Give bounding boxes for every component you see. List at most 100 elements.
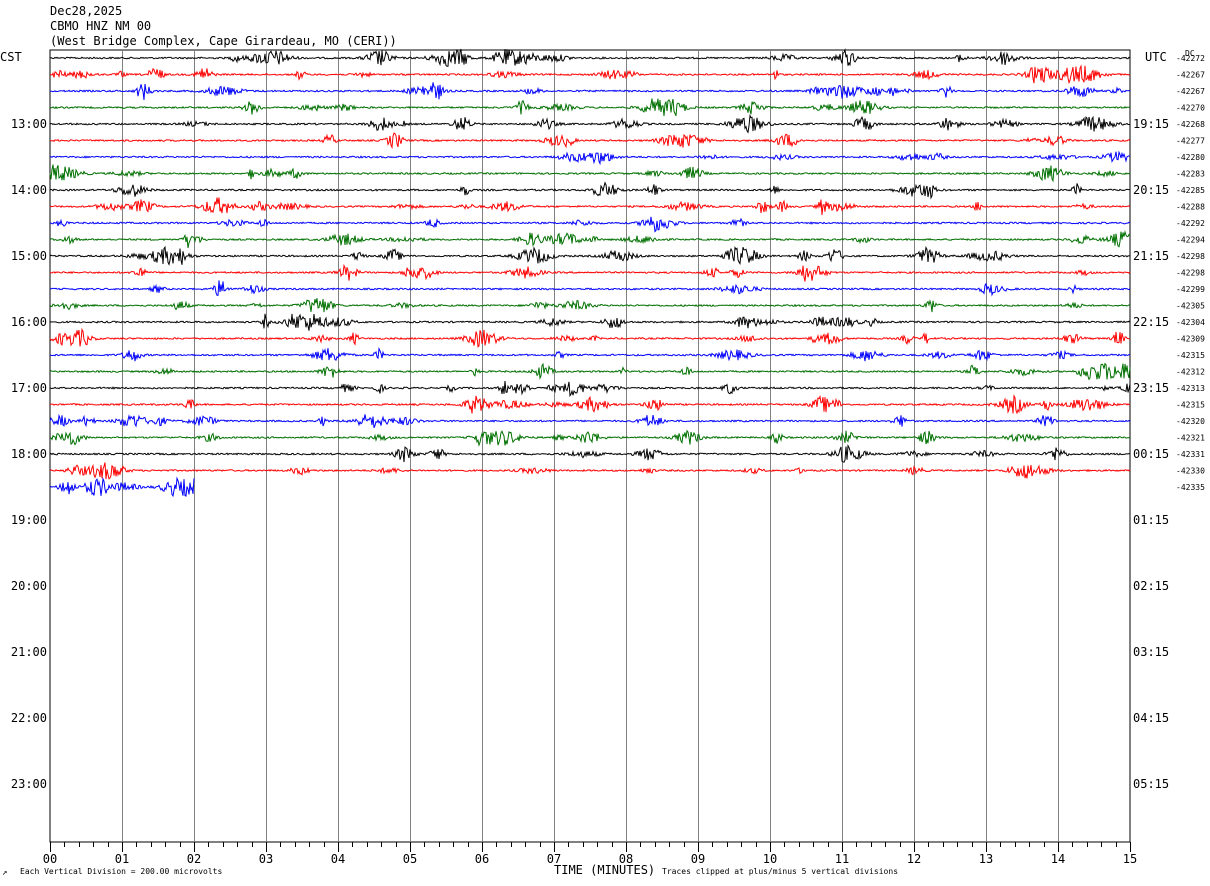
- seismic-trace-row-16: [49, 313, 1131, 331]
- header-station: CBMO HNZ NM 00: [50, 19, 152, 33]
- utc-hour-label: 21:15: [1133, 249, 1169, 263]
- dc-offset-label: -42270: [1176, 104, 1205, 113]
- seismic-trace-row-4: [49, 113, 1130, 134]
- corner-arrow-icon: ↗: [2, 868, 8, 878]
- dc-offset-label: -42315: [1176, 351, 1205, 360]
- seismic-trace-row-21: [49, 394, 1131, 415]
- x-tick-label: 08: [619, 852, 633, 866]
- dc-offset-label: -42331: [1176, 450, 1205, 459]
- seismic-trace-row-9: [49, 197, 1131, 216]
- dc-offset-label: -42330: [1176, 467, 1205, 476]
- seismic-trace-row-5: [49, 132, 1131, 150]
- seismic-trace-row-15: [49, 298, 1131, 313]
- dc-offset-label: -42312: [1176, 368, 1205, 377]
- x-tick-label: 09: [691, 852, 705, 866]
- dc-offset-label: -42283: [1176, 170, 1205, 179]
- seismic-trace-row-17: [49, 327, 1131, 348]
- dc-offset-label: -42313: [1176, 384, 1205, 393]
- x-tick-label: 14: [1051, 852, 1065, 866]
- utc-hour-label: 03:15: [1133, 645, 1169, 659]
- scale-note: Each Vertical Division = 200.00 microvol…: [20, 867, 223, 876]
- clip-note: Traces clipped at plus/minus 5 vertical …: [662, 867, 899, 876]
- seismic-trace-row-0: [49, 48, 1131, 67]
- dc-offset-label: -42304: [1176, 318, 1205, 327]
- utc-hour-label: 23:15: [1133, 381, 1169, 395]
- utc-hour-label: 04:15: [1133, 711, 1169, 725]
- dc-offset-label: -42298: [1176, 269, 1205, 278]
- dc-offset-label: -42280: [1176, 153, 1205, 162]
- cst-hour-label: 22:00: [11, 711, 47, 725]
- seismic-trace-row-22: [49, 413, 1131, 428]
- dc-offset-label: -42320: [1176, 417, 1205, 426]
- dc-offset-label: -42292: [1176, 219, 1205, 228]
- utc-hour-label: 20:15: [1133, 183, 1169, 197]
- seismic-trace-row-8: [49, 181, 1131, 200]
- utc-hour-label: 00:15: [1133, 447, 1169, 461]
- cst-hour-label: 17:00: [11, 381, 47, 395]
- x-tick-label: 07: [547, 852, 561, 866]
- x-tick-label: 12: [907, 852, 921, 866]
- dc-offset-label: -42285: [1176, 186, 1205, 195]
- cst-hour-label: 21:00: [11, 645, 47, 659]
- x-tick-label: 05: [403, 852, 417, 866]
- dc-offset-label: -42321: [1176, 434, 1205, 443]
- x-tick-label: 04: [331, 852, 345, 866]
- dc-offset-label: -42294: [1176, 236, 1205, 245]
- dc-offset-label: -42335: [1176, 483, 1205, 492]
- cst-hour-label: 16:00: [11, 315, 47, 329]
- cst-hour-label: 14:00: [11, 183, 47, 197]
- x-tick-label: 01: [115, 852, 129, 866]
- dc-offset-label: -42288: [1176, 203, 1205, 212]
- seismic-trace-row-1: [49, 64, 1131, 85]
- dc-offset-label: -42309: [1176, 335, 1205, 344]
- seismic-trace-row-14: [49, 280, 1131, 297]
- seismic-trace-row-18: [49, 346, 1131, 362]
- seismic-trace-row-10: [49, 216, 1131, 233]
- dc-label: DC: [1185, 49, 1195, 58]
- cst-hour-label: 23:00: [11, 777, 47, 791]
- x-tick-label: 00: [43, 852, 57, 866]
- cst-hour-label: 15:00: [11, 249, 47, 263]
- cst-hour-label: 19:00: [11, 513, 47, 527]
- x-tick-label: 02: [187, 852, 201, 866]
- utc-hour-label: 02:15: [1133, 579, 1169, 593]
- dc-offset-label: -42277: [1176, 137, 1205, 146]
- cst-hour-label: 18:00: [11, 447, 47, 461]
- x-tick-label: 06: [475, 852, 489, 866]
- seismic-trace-row-11: [49, 230, 1131, 249]
- seismic-trace-row-13: [49, 263, 1131, 282]
- dc-offset-label: -42298: [1176, 252, 1205, 261]
- seismic-trace-row-26: [49, 476, 195, 498]
- utc-label: UTC: [1145, 50, 1167, 64]
- seismic-trace-row-6: [49, 150, 1131, 166]
- x-axis-title: TIME (MINUTES): [554, 863, 656, 877]
- seismic-trace-row-2: [49, 82, 1131, 100]
- utc-hour-label: 19:15: [1133, 117, 1169, 131]
- utc-hour-label: 05:15: [1133, 777, 1169, 791]
- cst-hour-label: 20:00: [11, 579, 47, 593]
- dc-offset-label: -42272: [1176, 54, 1205, 63]
- seismic-trace-row-19: [49, 362, 1131, 381]
- plot-frame: [49, 49, 1131, 843]
- header-location: (West Bridge Complex, Cape Girardeau, MO…: [50, 34, 397, 48]
- x-tick-label: 13: [979, 852, 993, 866]
- dc-offset-label: -42299: [1176, 285, 1205, 294]
- header-date: Dec28,2025: [50, 4, 123, 18]
- cst-hour-label: 13:00: [11, 117, 47, 131]
- seismic-trace-row-20: [49, 380, 1131, 398]
- dc-offset-label: -42305: [1176, 302, 1205, 311]
- dc-offset-label: -42267: [1176, 87, 1205, 96]
- dc-offset-label: -42315: [1176, 401, 1205, 410]
- x-tick-label: 10: [763, 852, 777, 866]
- x-tick-label: 11: [835, 852, 849, 866]
- seismic-trace-row-23: [49, 429, 1131, 447]
- dc-offset-label: -42267: [1176, 71, 1205, 80]
- seismic-trace-row-3: [49, 98, 1131, 117]
- cst-label: CST: [0, 50, 22, 64]
- dc-offset-label: -42268: [1176, 120, 1205, 129]
- x-tick-label: 15: [1123, 852, 1137, 866]
- utc-hour-label: 01:15: [1133, 513, 1169, 527]
- seismic-trace-row-24: [49, 444, 1131, 463]
- utc-hour-label: 22:15: [1133, 315, 1169, 329]
